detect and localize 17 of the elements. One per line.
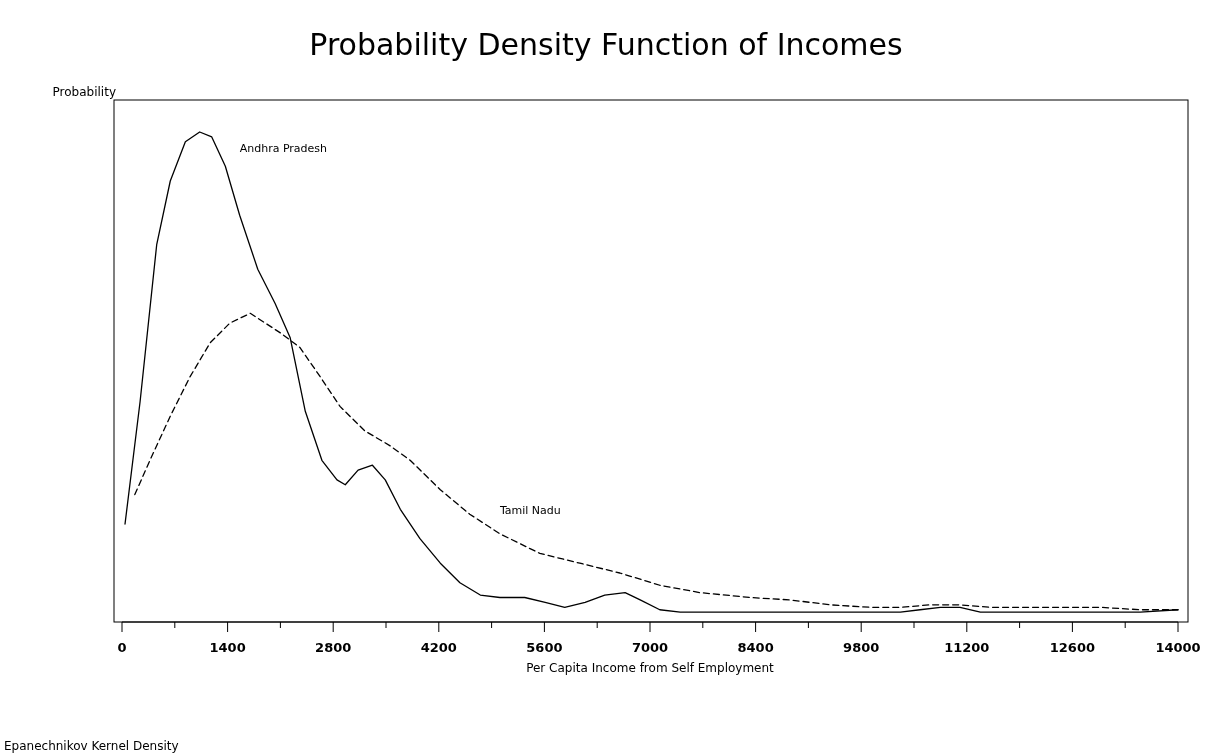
text: Epanechnikov Kernel Density (4, 739, 179, 753)
chart-title: Probability Density Function of Incomes (309, 27, 903, 62)
series-label: Tamil Nadu (498, 503, 561, 517)
y-axis-title: Probability (52, 85, 116, 99)
x-tick-label: 11200 (944, 640, 990, 655)
x-axis-title: Per Capita Income from Self Employment (526, 661, 775, 675)
x-tick-label: 14000 (1155, 640, 1201, 655)
x-tick-label: 5600 (526, 640, 563, 655)
x-tick-label: 9800 (843, 640, 880, 655)
x-tick-label: 12600 (1049, 640, 1096, 655)
x-tick-label: 0 (117, 640, 127, 655)
x-tick-label: 4200 (420, 640, 457, 655)
x-tick-label: 1400 (209, 640, 246, 655)
x-tick-label: 7000 (631, 640, 669, 655)
x-tick-label: 2800 (315, 640, 352, 655)
x-tick-label: 8400 (737, 640, 774, 655)
series-label: Andhra Pradesh (239, 142, 328, 155)
